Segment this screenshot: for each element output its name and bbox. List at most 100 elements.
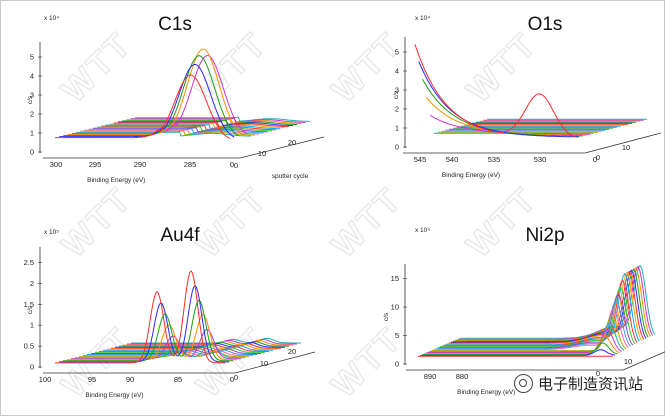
watermark-text: WTT: [460, 25, 545, 110]
series-line: [101, 125, 277, 131]
watermark-text: WTT: [325, 180, 410, 265]
z-tick-label: 0: [596, 369, 600, 378]
x-tick-label: 880: [456, 372, 469, 381]
series-line: [424, 335, 620, 354]
x-axis-label: Binding Energy (eV): [85, 392, 143, 399]
x-tick-label: 295: [89, 160, 102, 169]
chart-title: O1s: [528, 14, 563, 35]
y-tick-label: 0: [30, 148, 34, 157]
series-line: [63, 299, 233, 362]
y-tick-label: 4: [395, 67, 399, 76]
x-tick-label: 0: [230, 375, 234, 384]
y-tick-label: 4: [30, 72, 34, 81]
x-tick-label: 285: [184, 160, 197, 169]
z-tick-label: 10: [622, 143, 630, 152]
y-axis-label: c/s: [27, 305, 34, 314]
y-multiplier: x 10⁵: [44, 229, 59, 236]
panel-ni2p: Ni2p x 10⁴ 0 5 10 15 c/s 890 880 Binding Energy (…: [383, 225, 665, 396]
chart-title: C1s: [158, 14, 192, 35]
y-tick-label: 5: [395, 331, 399, 340]
series-line: [92, 127, 268, 133]
series-line: [107, 344, 277, 350]
series-line: [422, 342, 618, 355]
y-tick-label: 2: [395, 105, 399, 114]
series-line: [80, 130, 256, 136]
y-tick-label: 2: [30, 110, 34, 119]
chart-title: Au4f: [160, 225, 200, 246]
y-tick-label: 1.5: [24, 300, 34, 309]
y-tick-label: 3: [30, 91, 34, 100]
x-axis-label: Binding Energy (eV): [87, 177, 145, 184]
y-tick-label: 15: [391, 274, 399, 283]
y-tick-label: 10: [391, 303, 399, 312]
y-tick-label: 5: [395, 48, 399, 57]
y-axis-label: c/s: [393, 90, 400, 99]
series-line: [118, 120, 294, 127]
z-tick-label: 0: [234, 373, 238, 382]
watermark-text: WTT: [190, 25, 275, 110]
y-tick-label: 0: [30, 363, 34, 372]
x-axis-label: Binding Energy (eV): [457, 389, 515, 396]
panel-c1s: C1s x 10⁴ 0 1 2 3 4 5 c/s 300 295 290 285 0 Binding En…: [27, 14, 325, 184]
series-line: [55, 270, 225, 364]
brand-logo-icon: [513, 374, 533, 393]
series-line: [433, 307, 629, 351]
series-line: [130, 117, 306, 123]
y-multiplier: x 10⁴: [415, 15, 430, 22]
z-axis-label: sputter cycle: [272, 173, 309, 180]
series-line: [414, 44, 576, 138]
y-tick-label: 3: [395, 86, 399, 95]
z-tick-label: 10: [624, 357, 632, 366]
z-axis-line: [622, 351, 665, 371]
series-line: [71, 328, 241, 360]
series-line: [134, 116, 310, 122]
series-line: [426, 329, 623, 353]
series-line: [418, 61, 579, 138]
watermark-text: WTT: [190, 180, 275, 265]
y-tick-label: 1: [30, 129, 34, 138]
brand-badge: 电子制造资讯站: [513, 373, 643, 394]
z-tick-label: 0: [234, 161, 238, 170]
y-tick-label: 1: [395, 124, 399, 133]
x-axis-label: Binding Energy (eV): [442, 172, 500, 179]
y-tick-label: 1: [30, 321, 34, 330]
series-line: [131, 337, 301, 344]
z-tick-label: 10: [258, 149, 266, 158]
x-tick-label: 530: [534, 155, 547, 164]
z-tick-label: 0: [596, 153, 600, 162]
y-tick-label: 2: [30, 279, 34, 288]
x-tick-label: 300: [50, 160, 63, 169]
series-line: [83, 350, 253, 357]
series-line: [76, 131, 252, 137]
series-line: [453, 268, 649, 342]
watermark-text: WTT: [460, 180, 545, 265]
x-tick-label: 95: [88, 375, 96, 384]
series-line: [67, 314, 237, 361]
watermark-text: WTT: [55, 25, 140, 110]
series-line: [420, 349, 616, 356]
brand-label: 电子制造资讯站: [537, 375, 643, 393]
series-line: [113, 122, 289, 128]
y-multiplier: x 10⁴: [44, 15, 59, 22]
x-tick-label: 90: [126, 375, 134, 384]
x-tick-label: 100: [39, 375, 52, 384]
y-tick-label: 2.5: [24, 258, 34, 267]
series-line: [79, 351, 249, 358]
x-tick-label: 540: [446, 155, 459, 164]
x-tick-label: 85: [174, 375, 182, 384]
y-axis-label: c/s: [27, 95, 34, 104]
z-tick-label: 20: [288, 347, 296, 356]
series-line: [97, 126, 272, 132]
series-line: [459, 264, 656, 339]
series-line: [435, 300, 631, 350]
y-tick-label: 0: [395, 143, 399, 152]
y-axis-label: c/s: [383, 312, 390, 321]
z-tick-label: 20: [288, 138, 296, 147]
chart-title: Ni2p: [525, 225, 564, 246]
x-tick-label: 290: [134, 160, 147, 169]
y-tick-label: 5: [30, 53, 34, 62]
y-tick-label: 0: [395, 360, 399, 369]
series-line: [88, 128, 264, 134]
